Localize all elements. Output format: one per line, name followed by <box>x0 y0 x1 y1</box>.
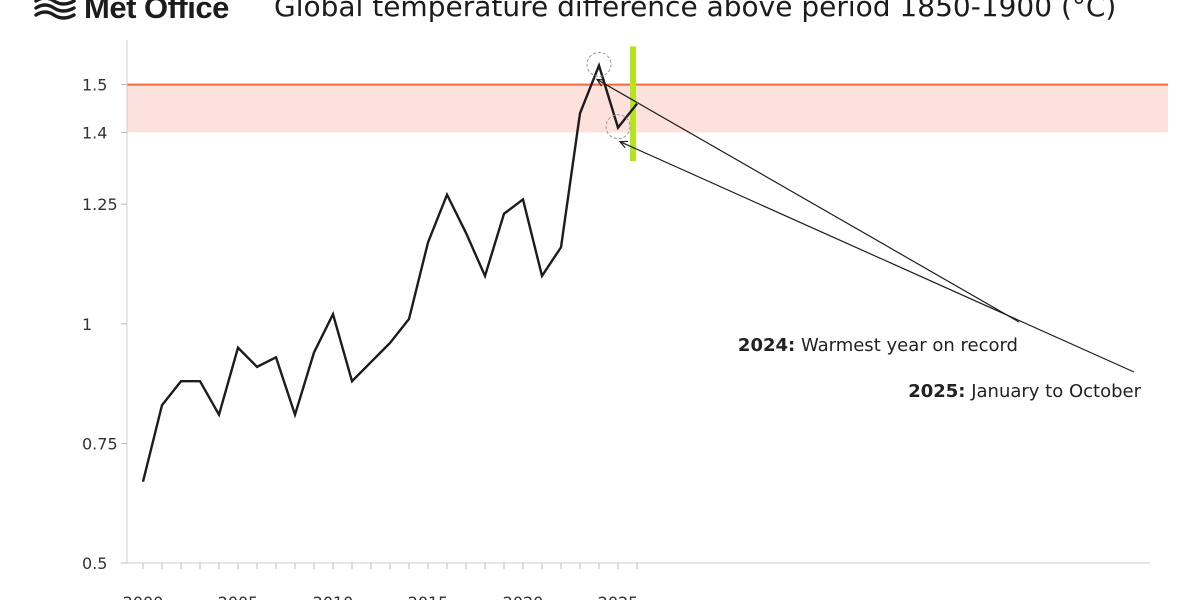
highlight-circle-2024 <box>586 51 612 77</box>
logo-text: Met Office <box>84 0 229 25</box>
x-tick-label: 2025 <box>598 593 639 600</box>
annotation-arrow-2024-head <box>595 78 606 87</box>
annotation-2025-year: 2025: <box>908 381 965 402</box>
x-tick-label: 2020 <box>503 593 544 600</box>
annotation-2025-text: January to October <box>965 381 1141 402</box>
x-tick-label: 2010 <box>313 593 354 600</box>
temperature-series-line <box>141 61 638 482</box>
x-tick-label: 2015 <box>408 593 449 600</box>
annotation-arrow-2024 <box>596 78 1020 323</box>
y-tick-label: 0.75 <box>82 434 118 453</box>
chart-title: Global temperature difference above peri… <box>274 0 1117 23</box>
annotation-2024-text: Warmest year on record <box>795 335 1018 356</box>
highlight-circle-2025 <box>605 114 631 140</box>
x-tick-label: 2000 <box>123 593 164 600</box>
annotation-2025: 2025: January to October <box>908 381 1141 402</box>
y-tick-label: 1.5 <box>82 76 107 95</box>
y-tick-label: 1.4 <box>82 123 107 142</box>
y-tick-label: 0.5 <box>82 554 107 573</box>
met-office-waves-icon <box>34 0 76 20</box>
y-tick-label: 1 <box>82 315 92 334</box>
annotation-arrow-2025 <box>619 141 1135 373</box>
annotation-2024: 2024: Warmest year on record <box>738 335 1018 356</box>
annotation-2024-year: 2024: <box>738 335 795 356</box>
annotation-arrow-2025-head <box>618 140 629 149</box>
met-office-logo: Met Office <box>34 0 229 26</box>
y-tick-label: 1.25 <box>82 195 118 214</box>
x-tick-label: 2005 <box>218 593 259 600</box>
